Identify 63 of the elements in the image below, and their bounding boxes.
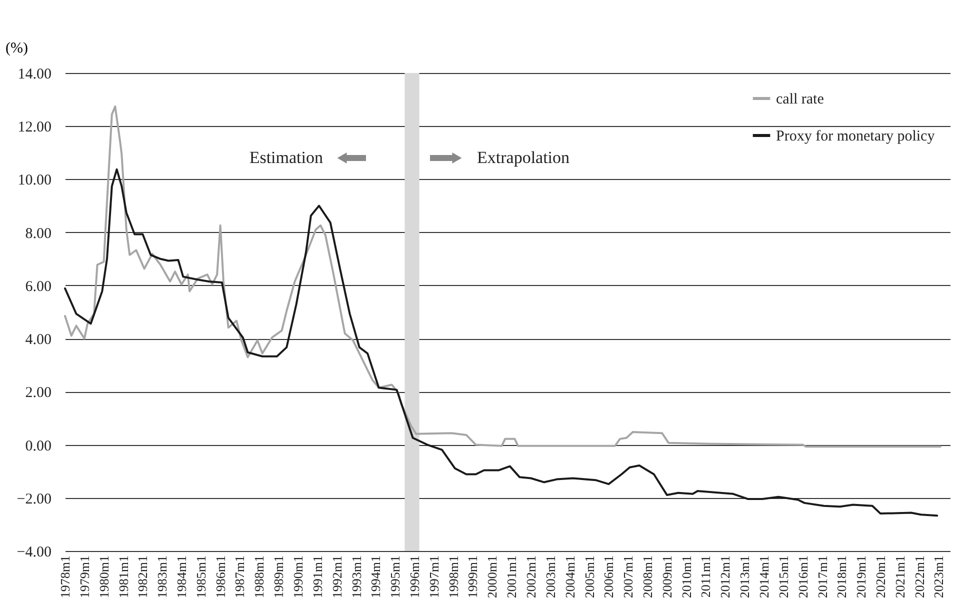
x-tick-label: 2017m1 [814, 556, 830, 598]
y-tick-label: 0.00 [25, 438, 52, 454]
x-tick-label: 1991m1 [310, 556, 325, 598]
x-tick-label: 1992m1 [329, 556, 344, 598]
x-tick-label: 1990m1 [290, 556, 306, 598]
x-tick-label: 1996m1 [406, 556, 422, 598]
x-tick-label: 2011m1 [698, 556, 714, 598]
x-tick-label: 2002m1 [523, 556, 538, 598]
x-tick-label: 1983m1 [154, 556, 170, 598]
x-tick-label: 2006m1 [601, 556, 616, 598]
x-tick-label: 1986m1 [212, 556, 228, 598]
x-tick-label: 2012m1 [718, 556, 733, 598]
annotation: Extrapolation [477, 148, 570, 167]
y-tick-label: 4.00 [25, 332, 52, 348]
y-tick-label: 8.00 [25, 226, 52, 242]
x-tick-label: 1988m1 [252, 556, 267, 598]
x-tick-label: 1982m1 [135, 556, 150, 598]
x-tick-label: 2020m1 [872, 556, 888, 598]
x-tick-label: 2021m1 [892, 556, 908, 598]
line-series [64, 105, 942, 448]
x-tick-label: 1994m1 [368, 556, 384, 598]
x-tick-label: 1979m1 [76, 556, 92, 598]
x-tick-label: 2018m1 [834, 556, 850, 598]
y-tick-label: 6.00 [25, 278, 52, 295]
x-tick-label: 2023m1 [931, 556, 946, 598]
x-tick-label: 1989m1 [271, 556, 286, 598]
x-tick-label: 2003m1 [542, 556, 558, 598]
x-tick-label: 1987m1 [232, 556, 248, 598]
x-tick-label: 2015m1 [776, 556, 791, 598]
y-tick-label: 10.00 [18, 172, 52, 189]
y-axis-title: (%) [6, 40, 28, 56]
x-tick-label: 1985m1 [193, 556, 208, 598]
legend-label: Proxy for monetary policy [776, 128, 936, 144]
x-tick-label: 1999m1 [465, 556, 480, 598]
x-tick-label: 2019m1 [854, 556, 869, 598]
x-tick-label: 1980m1 [96, 556, 112, 598]
x-tick-label: 1995m1 [388, 556, 403, 598]
x-tick-label: 1978m1 [58, 556, 72, 598]
x-tick-label: 1984m1 [174, 556, 189, 598]
y-tick-label: −2.00 [16, 491, 52, 508]
line-series [64, 168, 938, 517]
y-tick-label: −4.00 [16, 544, 52, 560]
y-tick-label: 12.00 [18, 120, 52, 136]
x-tick-label: 2001m1 [504, 556, 520, 598]
x-tick-label: 2000m1 [484, 556, 500, 598]
x-tick-label: 2009m1 [659, 556, 674, 598]
x-tick-label: 1993m1 [348, 556, 364, 598]
x-tick-label: 2008m1 [640, 556, 655, 598]
annotation: Estimation [249, 148, 324, 167]
x-tick-label: 1998m1 [446, 556, 461, 598]
x-tick-label: 2007m1 [620, 556, 636, 598]
y-tick-label: 14.00 [18, 66, 52, 82]
x-tick-label: 2014m1 [756, 556, 772, 598]
x-tick-label: 2013m1 [737, 556, 752, 598]
x-tick-label: 2004m1 [562, 556, 578, 598]
x-tick-label: 2016m1 [795, 556, 810, 598]
legend-label: call rate [776, 92, 824, 108]
x-tick-label: 1981m1 [116, 556, 131, 598]
x-tick-label: 2010m1 [678, 556, 694, 598]
x-tick-label: 1997m1 [426, 556, 442, 598]
x-tick-label: 2005m1 [582, 556, 597, 598]
x-tick-label: 2022m1 [912, 556, 927, 598]
y-tick-label: 2.00 [25, 385, 52, 402]
